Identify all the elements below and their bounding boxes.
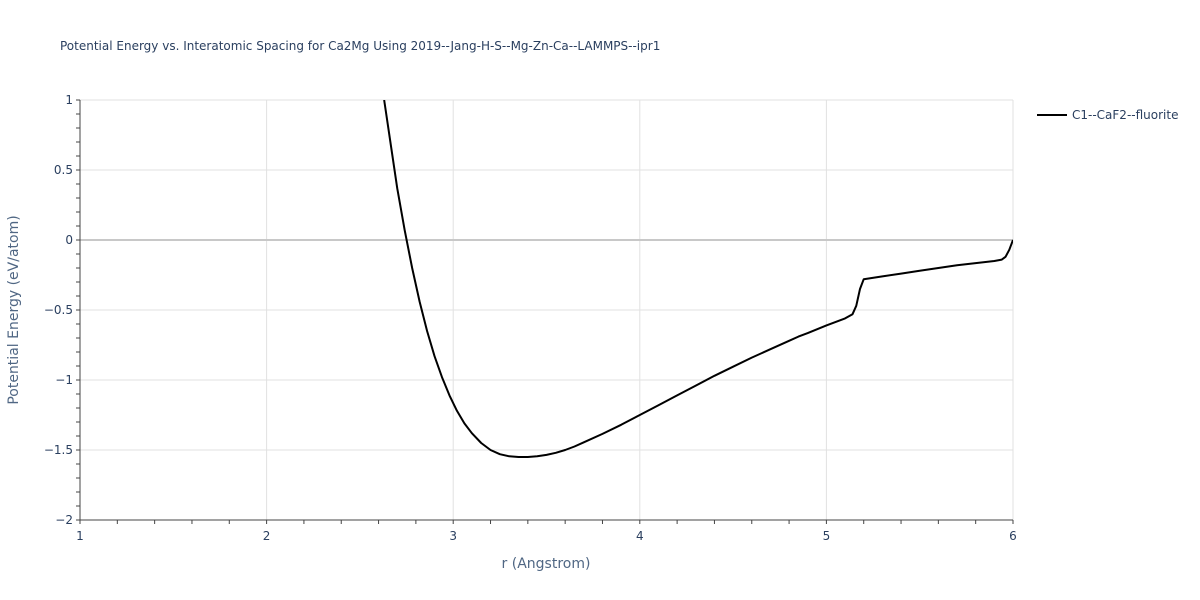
gridlines	[80, 99, 1014, 520]
chart-title: Potential Energy vs. Interatomic Spacing…	[60, 39, 660, 53]
y-axis-title: Potential Energy (eV/atom)	[6, 215, 22, 404]
plot-area	[383, 100, 1013, 458]
x-tick-label: 6	[1009, 529, 1017, 543]
x-tick-label: 3	[449, 529, 457, 543]
y-tick-label: 0	[65, 233, 73, 247]
x-tick-label: 5	[823, 529, 831, 543]
x-tick-label: 1	[76, 529, 84, 543]
axes: 1 2 3 4 5 6 −2 −1.5 −1 −0.5 0 0.5 1	[44, 93, 1017, 543]
y-tick-label: −0.5	[44, 303, 73, 317]
y-tick-label: −1	[55, 373, 73, 387]
x-tick-label: 2	[263, 529, 271, 543]
y-tick-label: 1	[65, 93, 73, 107]
series-line-0	[383, 100, 1013, 458]
x-axis-title: r (Angstrom)	[502, 556, 591, 572]
y-tick-label: 0.5	[54, 163, 73, 177]
y-tick-label: −2	[55, 513, 73, 527]
legend[interactable]: C1--CaF2--fluorite	[1037, 108, 1178, 122]
legend-label: C1--CaF2--fluorite	[1072, 108, 1178, 122]
y-tick-label: −1.5	[44, 443, 73, 457]
x-tick-label: 4	[636, 529, 644, 543]
